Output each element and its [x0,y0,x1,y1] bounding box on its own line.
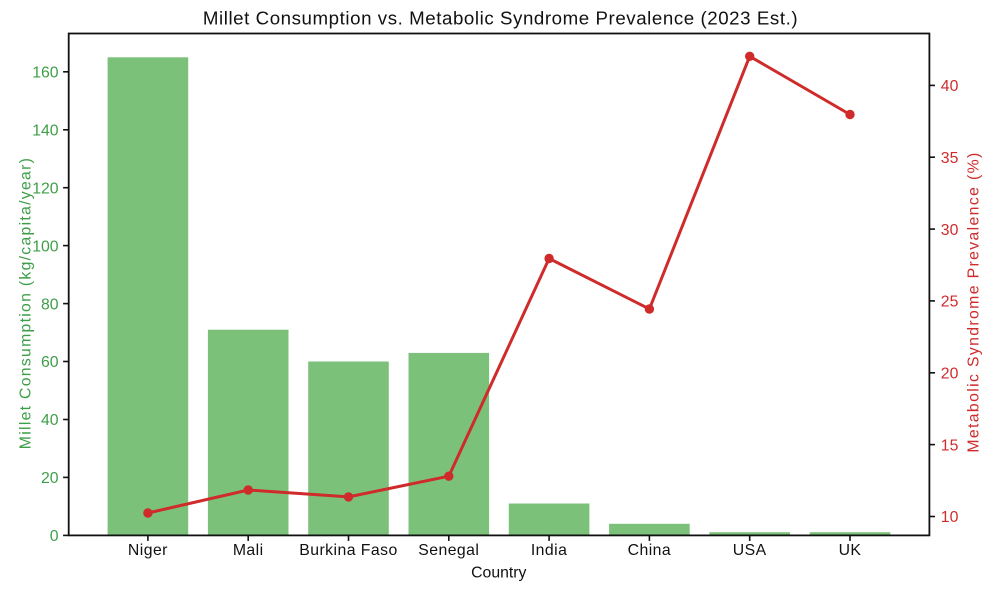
svg-text:15: 15 [941,437,959,454]
svg-text:UK: UK [839,542,862,559]
svg-text:Millet Consumption vs. Metabol: Millet Consumption vs. Metabolic Syndrom… [203,8,798,29]
svg-text:0: 0 [50,528,59,545]
svg-text:160: 160 [32,65,59,82]
svg-text:25: 25 [941,294,959,311]
svg-text:20: 20 [941,366,959,383]
svg-text:40: 40 [941,78,959,95]
svg-text:30: 30 [941,222,959,239]
svg-text:60: 60 [41,354,59,371]
svg-text:40: 40 [41,412,59,429]
svg-text:Mali: Mali [233,542,264,559]
svg-text:China: China [628,542,672,559]
svg-text:20: 20 [41,470,59,487]
svg-text:Metabolic Syndrome Prevalence: Metabolic Syndrome Prevalence (%) [966,151,983,452]
svg-text:Burkina Faso: Burkina Faso [299,542,397,559]
svg-text:35: 35 [941,150,959,167]
svg-text:Millet Consumption (kg/capita/: Millet Consumption (kg/capita/year) [17,157,34,449]
svg-text:140: 140 [32,122,59,139]
svg-text:Senegal: Senegal [418,542,479,559]
svg-text:India: India [531,542,568,559]
svg-text:USA: USA [733,542,767,559]
svg-text:Niger: Niger [128,542,168,559]
svg-text:Country: Country [471,565,526,582]
svg-text:10: 10 [941,509,959,526]
svg-text:80: 80 [41,296,59,313]
svg-text:100: 100 [32,238,59,255]
svg-text:120: 120 [32,180,59,197]
